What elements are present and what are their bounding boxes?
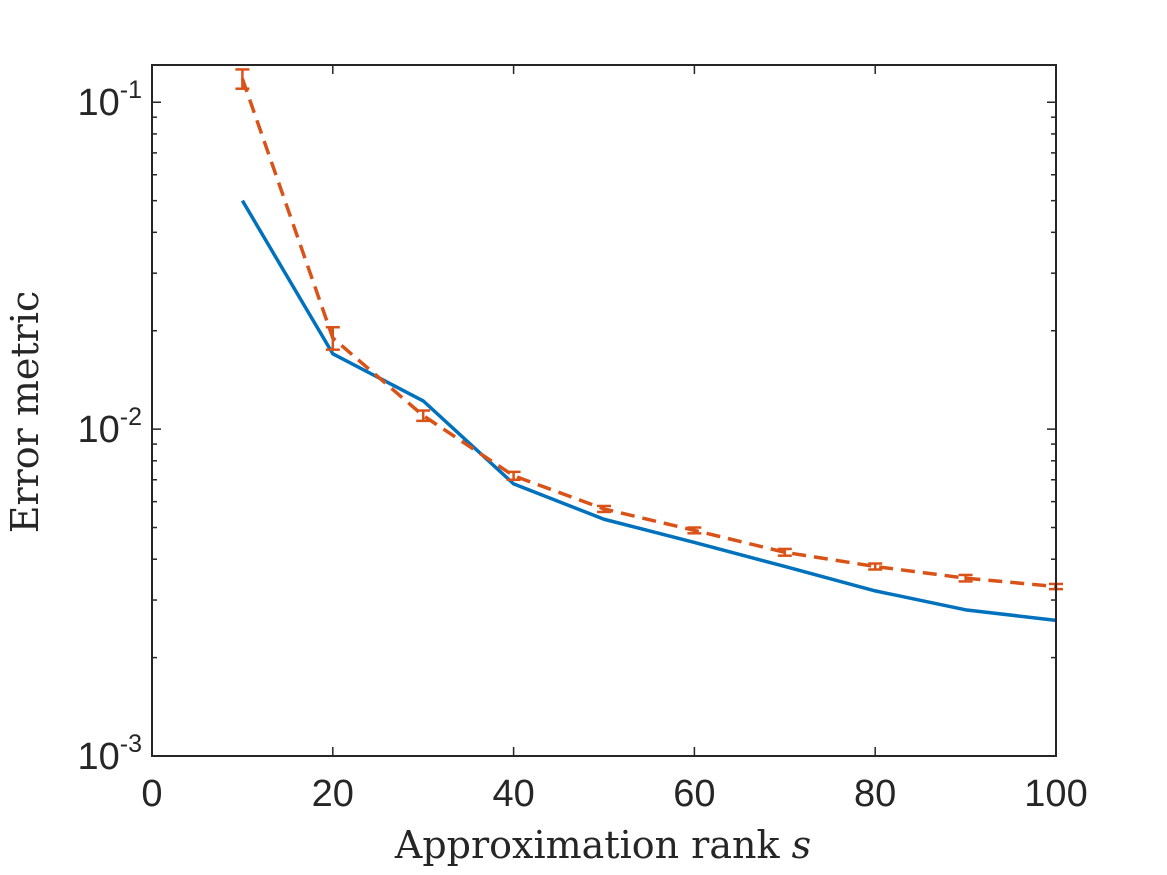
y-tick-labels: 10-1 10-2 10-3 (77, 76, 142, 778)
plot-area (235, 68, 1063, 623)
x-tick-label: 80 (854, 773, 896, 815)
error-bar (235, 68, 250, 90)
x-tick-label: 40 (492, 773, 534, 815)
error-bar (777, 547, 792, 557)
axis-ticks (151, 65, 1057, 757)
error-bar (868, 562, 883, 571)
error-bar (958, 573, 973, 583)
y-tick-label: 10-3 (77, 730, 142, 778)
y-axis-label: Error metric (3, 291, 47, 534)
x-tick-label: 60 (673, 773, 715, 815)
x-tick-labels: 0 20 40 60 80 100 (141, 773, 1087, 815)
x-axis-label: Approximation rank s (394, 823, 811, 867)
error-bar (687, 526, 702, 535)
series-line-1 (240, 199, 1057, 623)
error-bar (597, 504, 611, 514)
error-bar (506, 470, 521, 482)
y-tick-label: 10-1 (77, 76, 142, 124)
error-bar (416, 409, 431, 423)
x-tick-label: 20 (312, 773, 354, 815)
error-bar (325, 325, 340, 351)
y-tick-label: 10-2 (77, 403, 142, 451)
axes-box (151, 64, 1057, 757)
x-tick-label: 0 (141, 773, 162, 815)
x-tick-label: 100 (1024, 773, 1087, 815)
series-line-2 (240, 78, 1057, 589)
